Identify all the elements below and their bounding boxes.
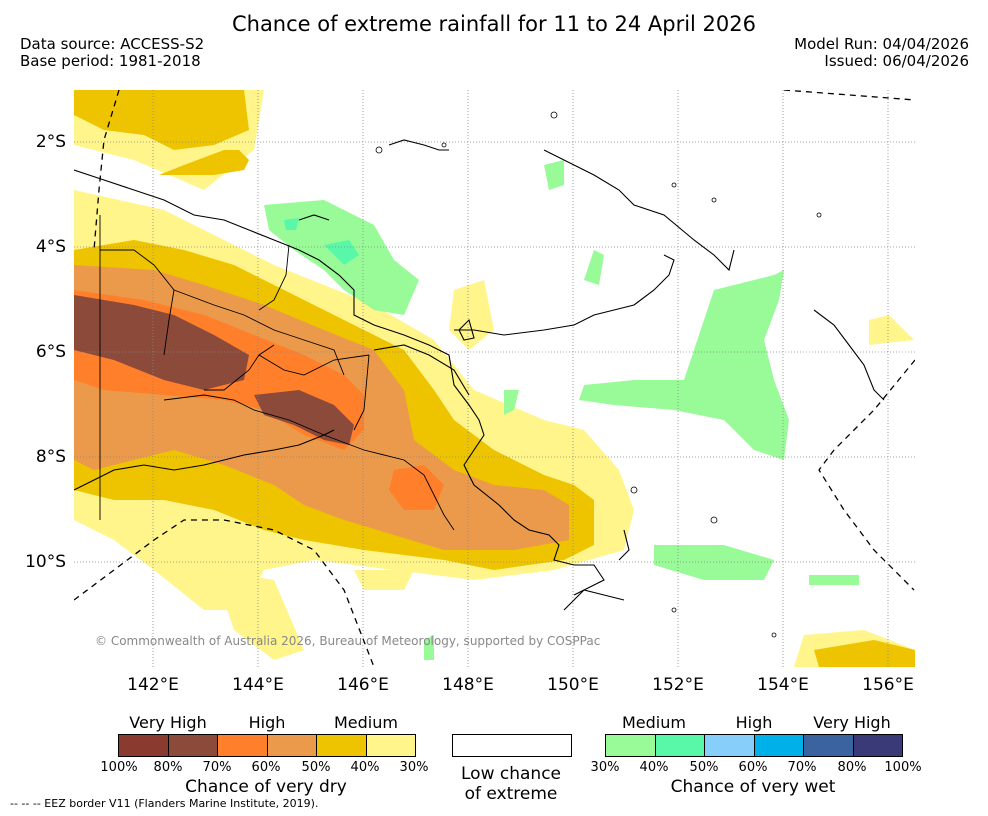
lon-label-156e: 156°E xyxy=(862,675,914,695)
dry-level-high: High xyxy=(248,713,286,732)
graticule xyxy=(74,90,915,667)
wet-swatch xyxy=(655,735,705,756)
lat-label-6s: 6°S xyxy=(35,342,66,362)
lat-label-2s: 2°S xyxy=(35,132,66,152)
lon-label-150e: 150°E xyxy=(547,675,599,695)
wet-swatch xyxy=(606,735,656,756)
lon-label-144e: 144°E xyxy=(232,675,284,695)
dry-tick: 50% xyxy=(301,760,331,775)
eez-border xyxy=(73,89,916,668)
wet-swatch xyxy=(853,735,902,756)
dry-tick: 40% xyxy=(350,760,380,775)
wet-tick: 30% xyxy=(590,760,620,775)
low-chance-swatch xyxy=(452,734,572,757)
wet-tick: 70% xyxy=(787,760,817,775)
wet-legend-caption: Chance of very wet xyxy=(670,777,836,797)
dry-swatch xyxy=(168,735,218,756)
wet-level-high: High xyxy=(735,713,773,732)
dry-tick: 100% xyxy=(100,760,138,775)
data-source-block: Data source: ACCESS-S2 Base period: 1981… xyxy=(20,36,204,70)
dry-tick: 80% xyxy=(153,760,183,775)
wet-tick: 40% xyxy=(639,760,669,775)
dry-legend-caption: Chance of very dry xyxy=(185,777,347,797)
dry-swatch xyxy=(317,735,367,756)
dry-tick: 60% xyxy=(251,760,281,775)
wet-tick: 50% xyxy=(689,760,719,775)
lat-label-4s: 4°S xyxy=(35,237,66,257)
low-chance-line2: of extreme xyxy=(464,784,558,804)
dry-tick: 70% xyxy=(202,760,232,775)
dry-tick: 30% xyxy=(399,760,429,775)
low-chance-caption: Low chance of extreme xyxy=(440,764,582,804)
borders xyxy=(99,215,455,531)
lon-label-152e: 152°E xyxy=(652,675,704,695)
wet-swatch xyxy=(705,735,755,756)
rainfall-map xyxy=(73,89,916,668)
wet-colorbar xyxy=(605,734,903,757)
dry-swatch xyxy=(218,735,268,756)
wet-tick: 100% xyxy=(884,760,922,775)
lon-label-146e: 146°E xyxy=(337,675,389,695)
model-run-text: Model Run: 04/04/2026 xyxy=(794,35,969,53)
lon-label-148e: 148°E xyxy=(442,675,494,695)
wet-40-50-region xyxy=(284,218,359,265)
islands xyxy=(375,111,822,638)
base-period-text: Base period: 1981-2018 xyxy=(20,52,201,70)
dry-swatch xyxy=(366,735,415,756)
dry-level-very-high: Very High xyxy=(129,713,207,732)
lat-label-8s: 8°S xyxy=(35,447,66,467)
low-chance-line1: Low chance xyxy=(461,764,561,784)
wet-level-medium: Medium xyxy=(622,713,686,732)
map-title: Chance of extreme rainfall for 11 to 24 … xyxy=(231,12,757,36)
lon-label-154e: 154°E xyxy=(757,675,809,695)
model-run-block: Model Run: 04/04/2026 Issued: 06/04/2026 xyxy=(794,36,969,70)
dry-level-medium: Medium xyxy=(334,713,398,732)
data-source-text: Data source: ACCESS-S2 xyxy=(20,35,205,53)
lon-label-142e: 142°E xyxy=(127,675,179,695)
lat-label-10s: 10°S xyxy=(25,552,66,572)
dry-80-100-region xyxy=(74,295,354,445)
wet-tick: 60% xyxy=(738,760,768,775)
eez-note: -- -- -- EEZ border V11 (Flanders Marine… xyxy=(10,797,319,810)
dry-colorbar xyxy=(118,734,416,757)
coastline xyxy=(73,139,885,611)
wet-swatch xyxy=(804,735,854,756)
wet-level-very-high: Very High xyxy=(813,713,891,732)
wet-tick: 80% xyxy=(837,760,867,775)
issued-text: Issued: 06/04/2026 xyxy=(824,52,969,70)
copyright-notice: © Commonwealth of Australia 2026, Bureau… xyxy=(95,634,601,648)
dry-swatch xyxy=(267,735,317,756)
dry-swatch xyxy=(119,735,169,756)
wet-swatch xyxy=(754,735,804,756)
map-canvas xyxy=(73,89,916,668)
